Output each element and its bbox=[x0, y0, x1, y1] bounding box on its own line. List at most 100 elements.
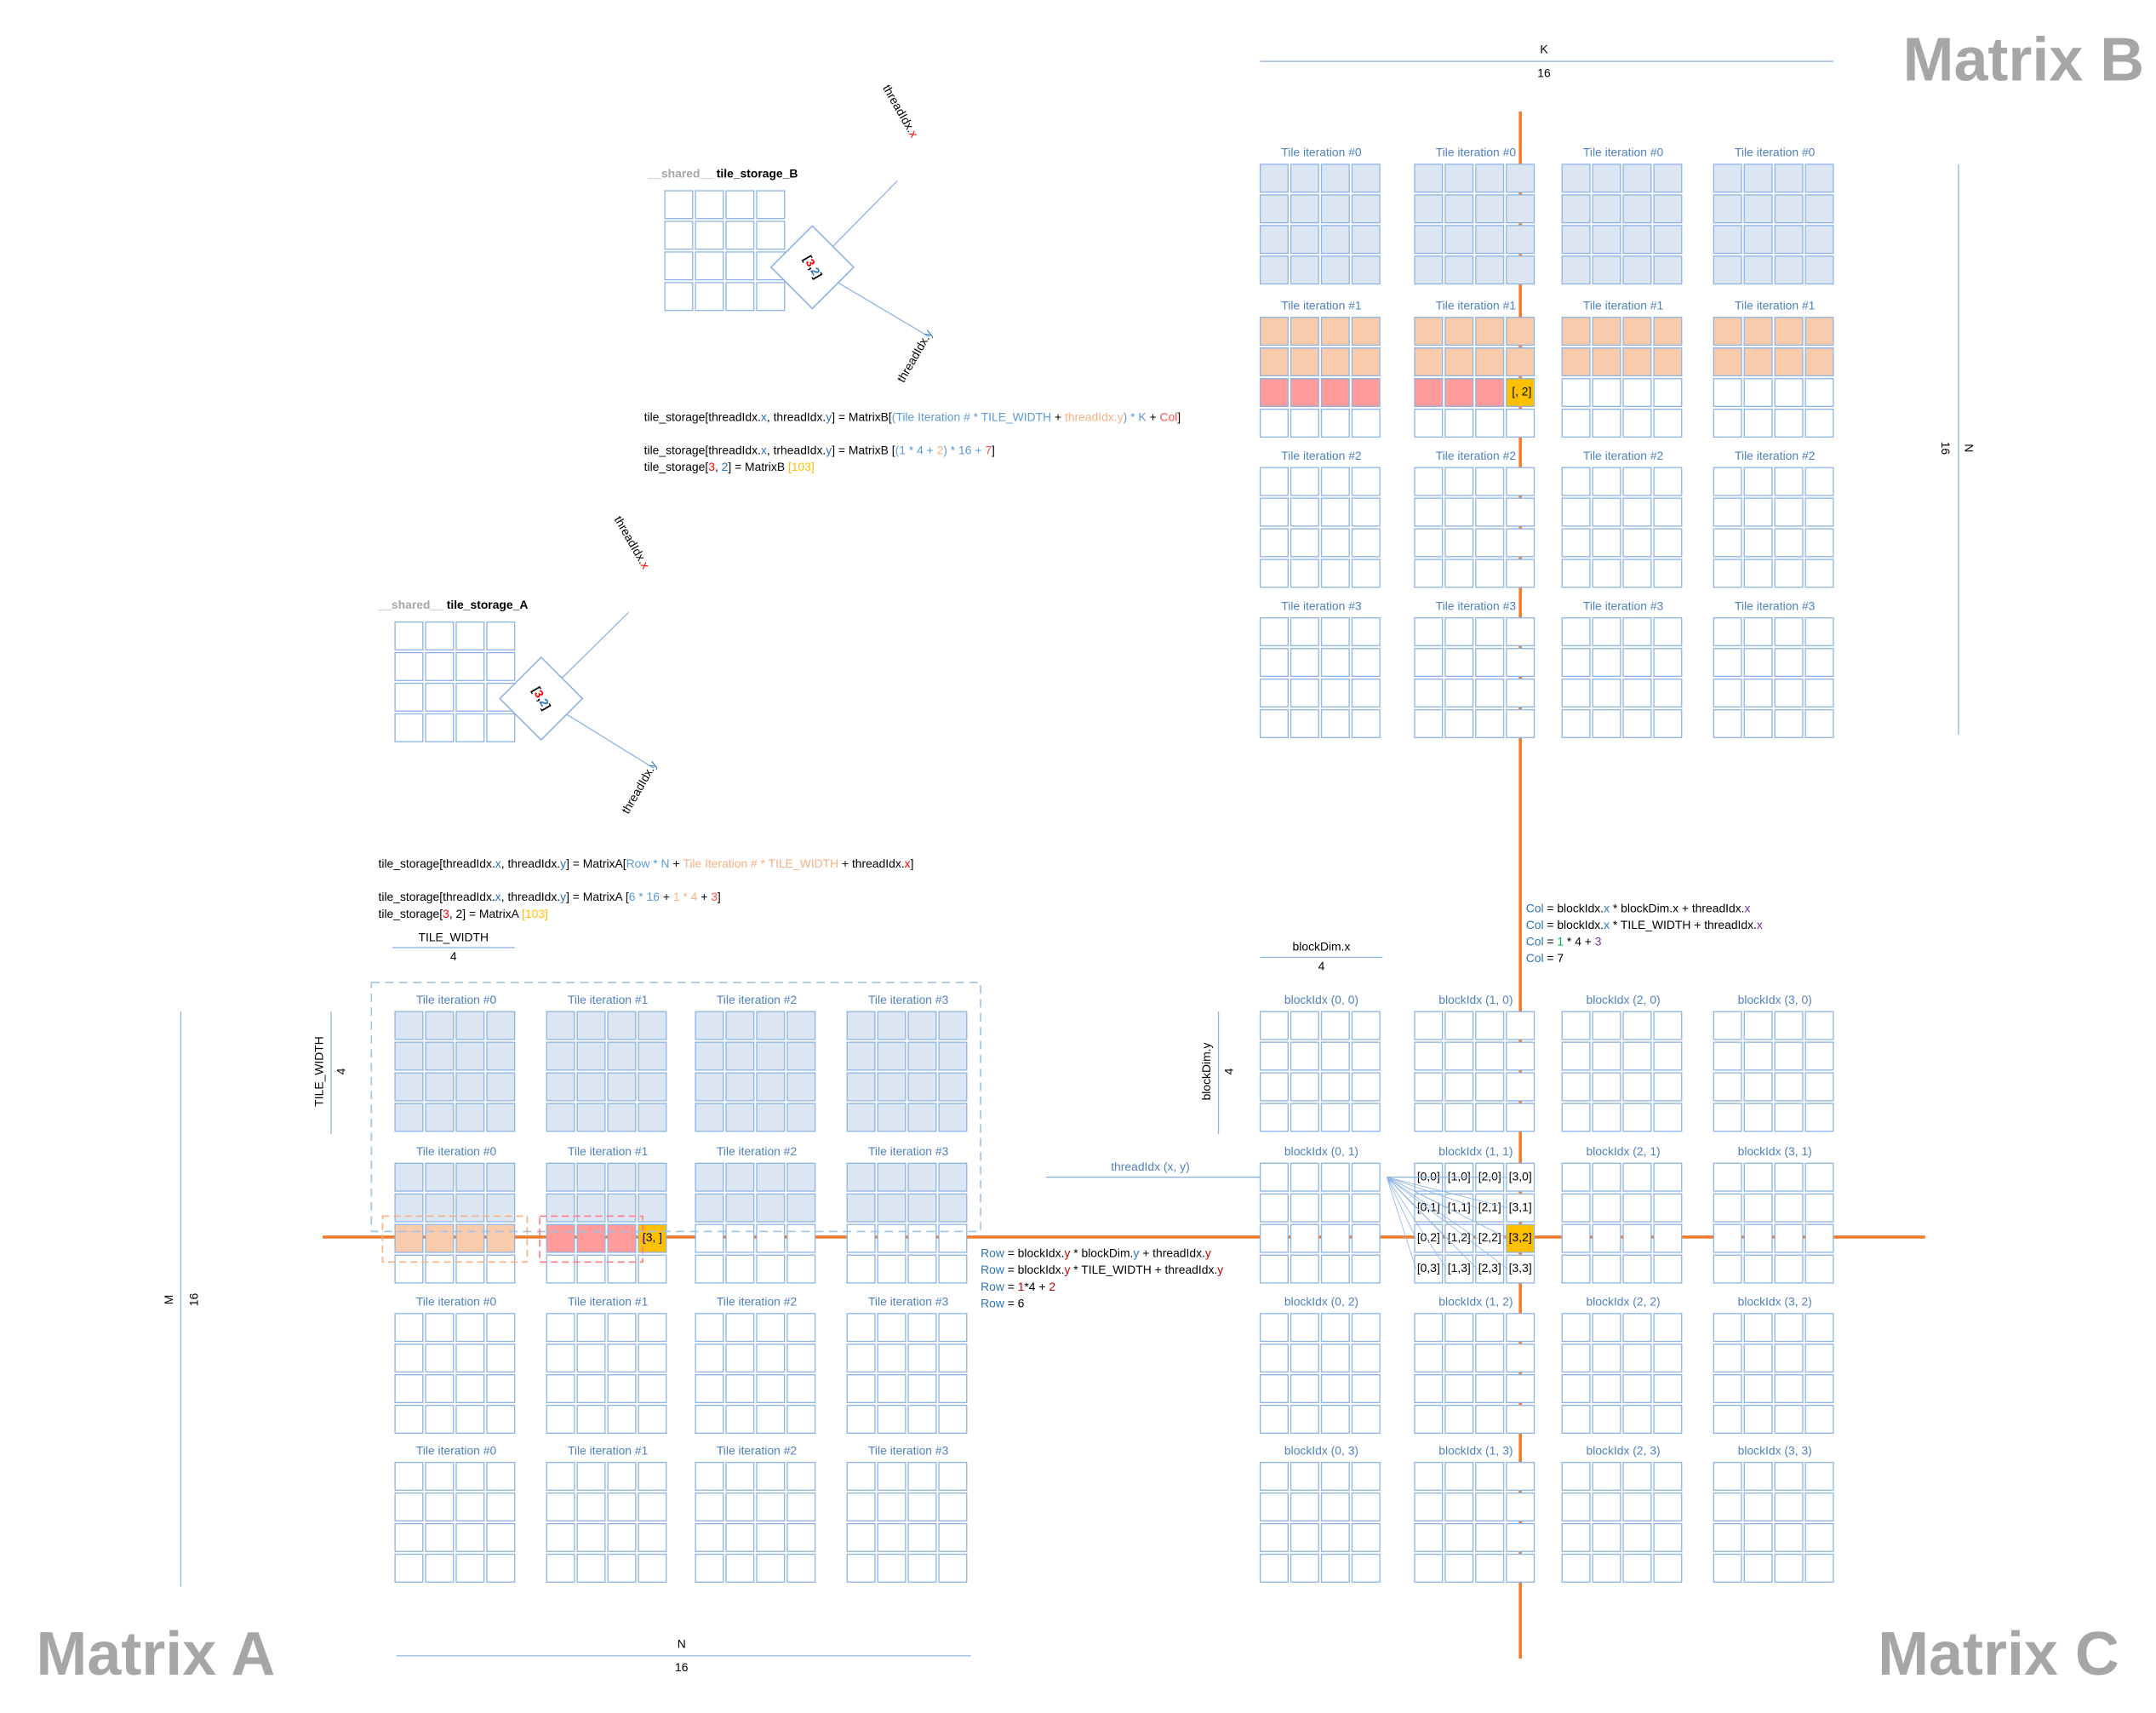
cell bbox=[1414, 467, 1444, 496]
cell bbox=[1774, 1313, 1804, 1343]
text-part: 1 * 4 bbox=[673, 890, 698, 903]
cell bbox=[1592, 1162, 1621, 1192]
cell bbox=[1506, 1162, 1536, 1192]
cell bbox=[756, 1405, 786, 1435]
cell bbox=[1290, 497, 1319, 527]
cell bbox=[1743, 317, 1773, 347]
cell bbox=[1444, 1223, 1474, 1253]
text-part: ] = MatrixB bbox=[728, 460, 788, 473]
cell bbox=[455, 1041, 485, 1071]
cell bbox=[1804, 708, 1834, 738]
cell bbox=[607, 1041, 637, 1071]
cell bbox=[938, 1374, 968, 1404]
cell bbox=[425, 1011, 455, 1040]
cell bbox=[1290, 194, 1319, 224]
cell bbox=[1713, 559, 1742, 588]
cell bbox=[1774, 617, 1804, 647]
text-part: ] bbox=[1177, 410, 1181, 423]
cell bbox=[907, 1492, 937, 1521]
cell bbox=[1592, 1553, 1621, 1583]
label: N bbox=[678, 1636, 686, 1650]
cell bbox=[938, 1553, 968, 1583]
cell bbox=[1414, 347, 1444, 377]
cell bbox=[1592, 1254, 1621, 1284]
cell bbox=[607, 1492, 637, 1521]
cell bbox=[1592, 678, 1621, 708]
cell bbox=[1653, 1343, 1683, 1373]
cell bbox=[576, 1553, 606, 1583]
cell bbox=[695, 1313, 724, 1343]
text-part: Row bbox=[981, 1263, 1005, 1276]
cell bbox=[1804, 559, 1834, 588]
cell bbox=[1259, 559, 1289, 588]
cell bbox=[1713, 1072, 1742, 1102]
cell bbox=[1475, 1072, 1505, 1102]
cell bbox=[455, 1313, 485, 1343]
cell bbox=[546, 1405, 575, 1435]
tile-label: Tile iteration #3 bbox=[1735, 599, 1816, 612]
cell bbox=[1414, 163, 1444, 193]
cell bbox=[1475, 559, 1505, 588]
cell bbox=[546, 1522, 575, 1552]
block-label: blockIdx (0, 2) bbox=[1284, 1294, 1358, 1308]
cell bbox=[1622, 163, 1652, 193]
cell bbox=[576, 1254, 606, 1284]
text-part: , threadIdx. bbox=[767, 410, 826, 423]
cell bbox=[786, 1072, 816, 1102]
cell bbox=[1653, 1462, 1683, 1492]
cell bbox=[1804, 1492, 1834, 1521]
cell bbox=[486, 1162, 516, 1192]
cell bbox=[1506, 617, 1536, 647]
cell bbox=[1444, 617, 1474, 647]
text-part: * TILE_WIDTH + threadIdx. bbox=[1070, 1263, 1217, 1276]
cell bbox=[695, 1193, 724, 1223]
cell-label: [0,1] bbox=[1417, 1200, 1440, 1213]
cell bbox=[1713, 497, 1742, 527]
text-part: ) * K bbox=[1124, 410, 1147, 423]
cell bbox=[607, 1343, 637, 1373]
cell bbox=[1475, 1374, 1505, 1404]
text-part: Col bbox=[1526, 918, 1544, 931]
cell bbox=[455, 1072, 485, 1102]
cell bbox=[425, 1405, 455, 1435]
cell bbox=[455, 621, 485, 650]
cell bbox=[1259, 255, 1289, 285]
cell bbox=[1320, 1103, 1350, 1132]
cell bbox=[1290, 559, 1319, 588]
cell bbox=[1774, 1223, 1804, 1253]
cell bbox=[1622, 1011, 1652, 1040]
cell-label: [3,2] bbox=[1509, 1230, 1532, 1244]
cell bbox=[1506, 1343, 1536, 1373]
cell bbox=[1506, 255, 1536, 285]
cell bbox=[1259, 1522, 1289, 1552]
cell bbox=[394, 1405, 424, 1435]
cell bbox=[1475, 1492, 1505, 1521]
line bbox=[1387, 1177, 1508, 1209]
cell bbox=[1259, 1011, 1289, 1040]
cell bbox=[1351, 347, 1381, 377]
line bbox=[1387, 1177, 1508, 1269]
cell bbox=[486, 1072, 516, 1102]
cell bbox=[1444, 1011, 1474, 1040]
cell bbox=[1320, 1011, 1350, 1040]
cell bbox=[786, 1103, 816, 1132]
cell bbox=[877, 1193, 906, 1223]
cell bbox=[1774, 1553, 1804, 1583]
cell bbox=[1320, 1041, 1350, 1071]
cell bbox=[1351, 1405, 1381, 1435]
text-part: = 7 bbox=[1544, 951, 1564, 965]
text-part: [103] bbox=[788, 460, 815, 473]
cell bbox=[1743, 1072, 1773, 1102]
cell bbox=[1592, 408, 1621, 438]
cell bbox=[1592, 648, 1621, 678]
cell bbox=[1444, 648, 1474, 678]
cell bbox=[907, 1103, 937, 1132]
tile-label: Tile iteration #1 bbox=[568, 993, 649, 1006]
cell bbox=[756, 1374, 786, 1404]
cell bbox=[725, 1162, 755, 1192]
cell bbox=[786, 1254, 816, 1284]
cell bbox=[1713, 378, 1742, 407]
cell bbox=[1622, 1193, 1652, 1223]
cell bbox=[1414, 708, 1444, 738]
cell bbox=[425, 621, 455, 650]
